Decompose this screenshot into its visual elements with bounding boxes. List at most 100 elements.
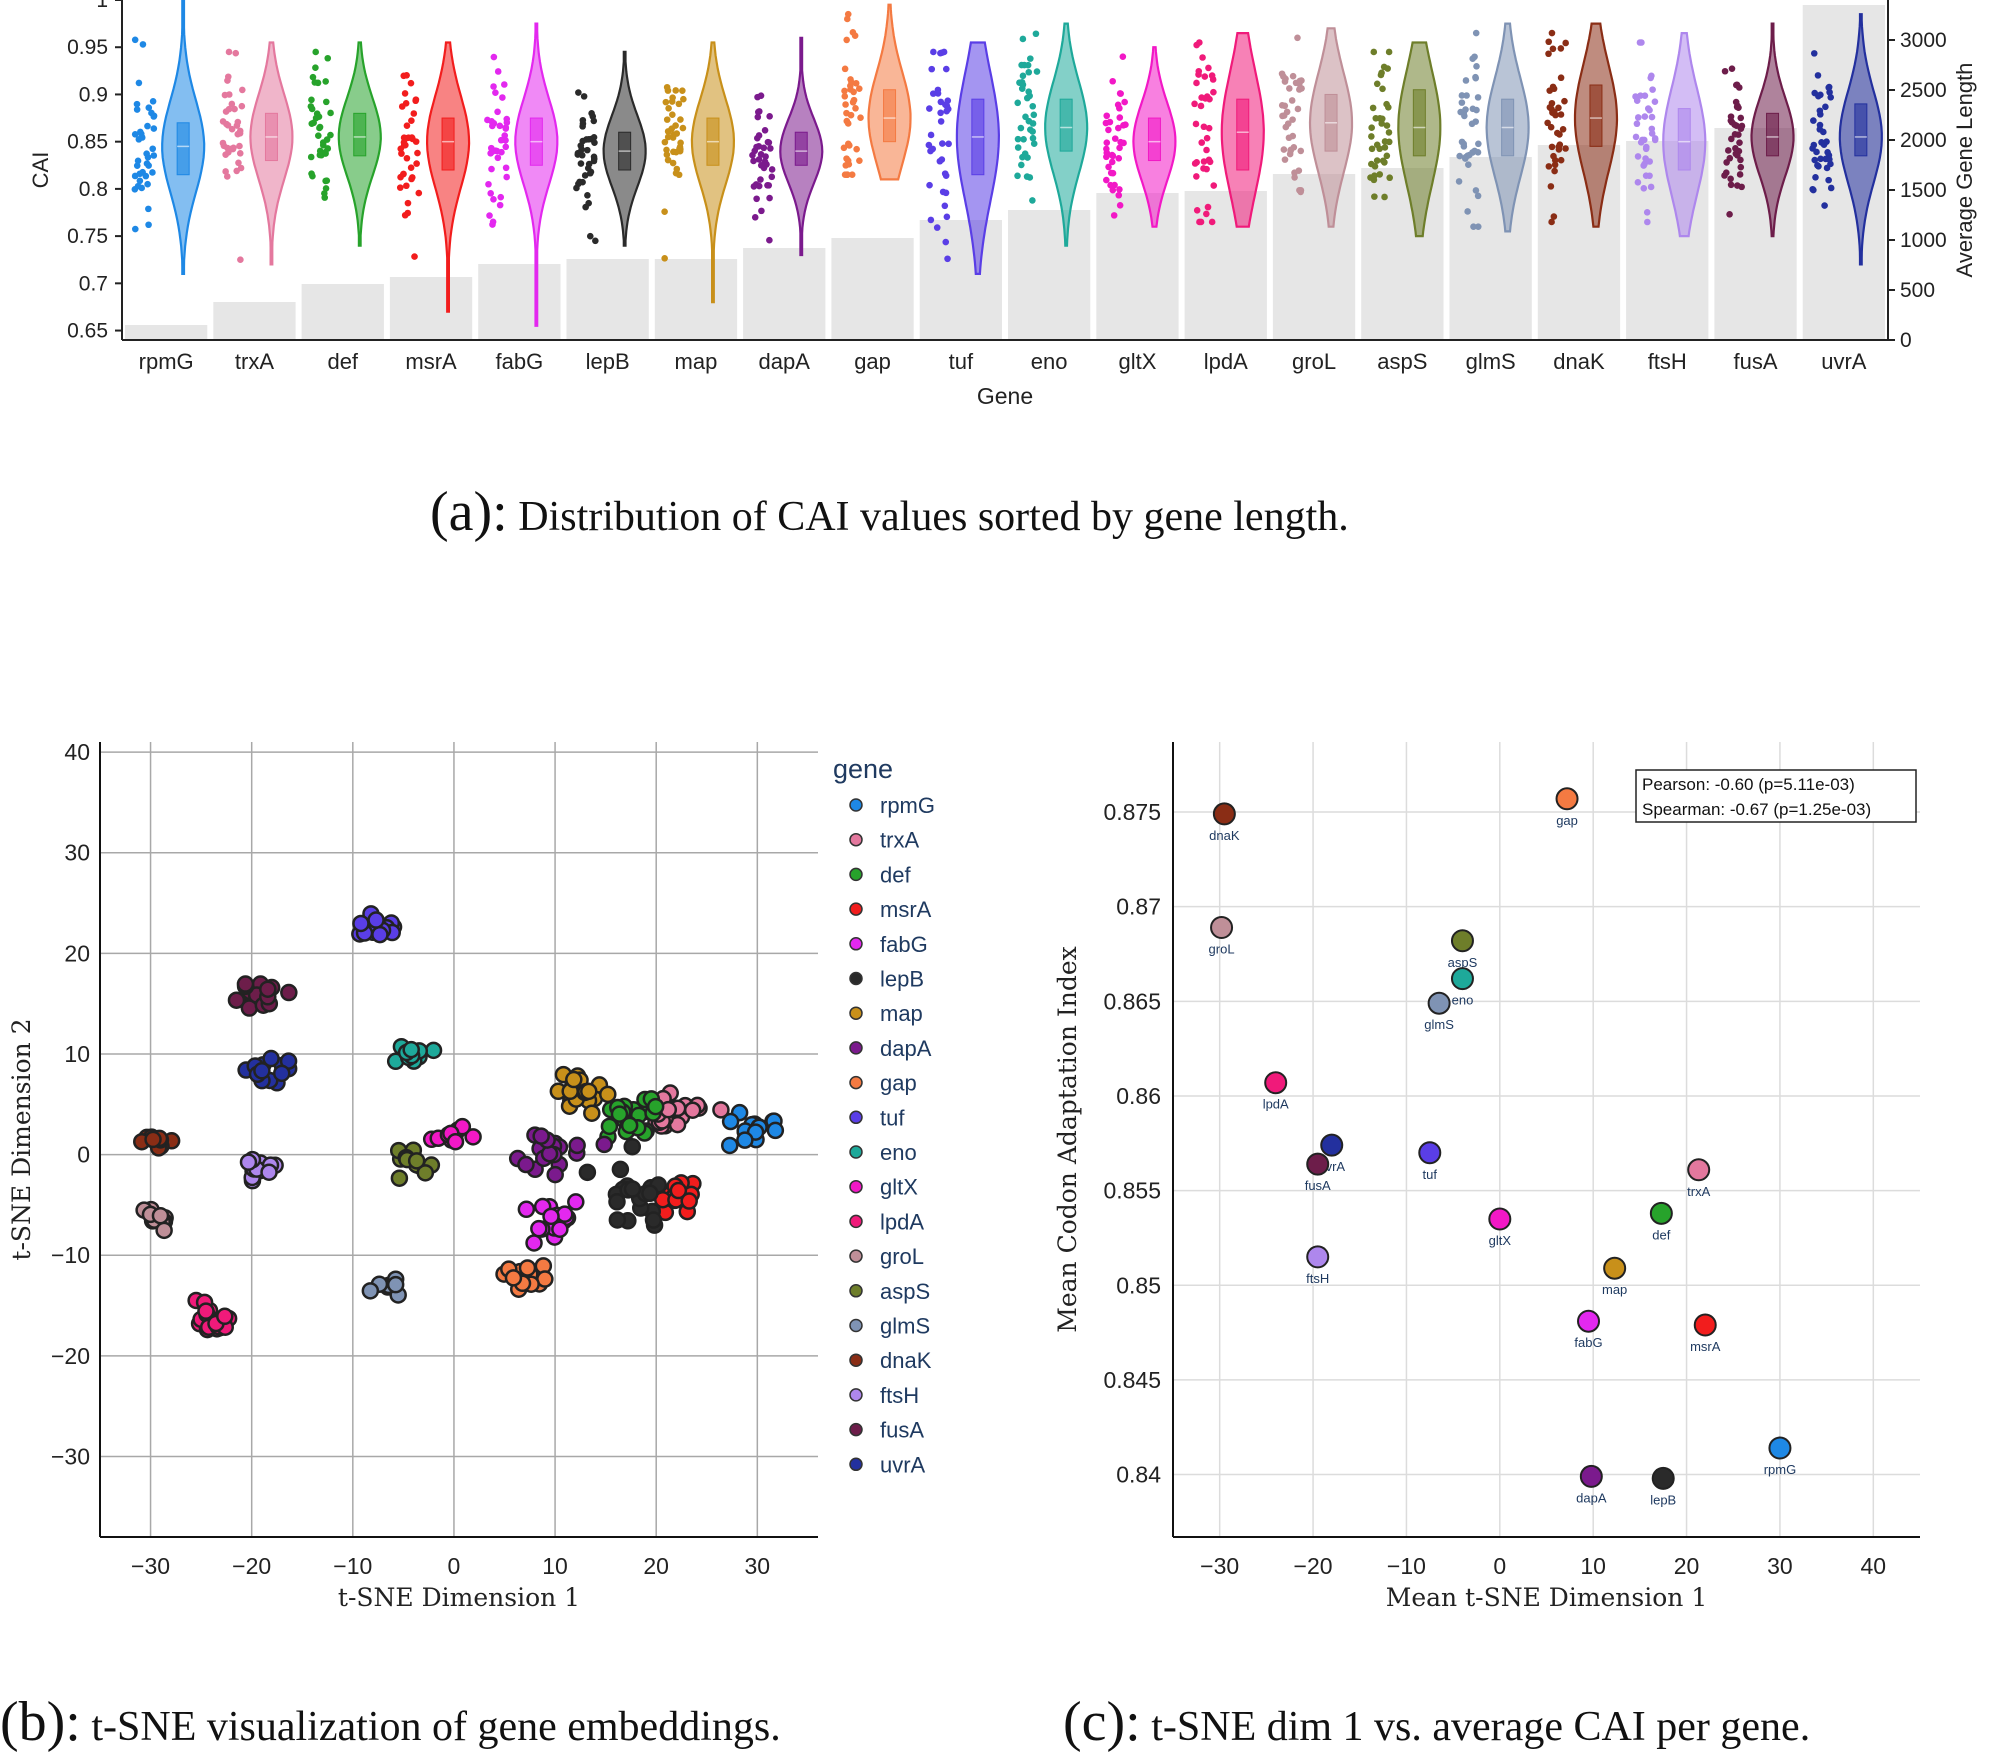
tsne-point-eno xyxy=(424,1041,443,1060)
point-label-ftsH: ftsH xyxy=(1306,1271,1329,1286)
cai-point-dapA xyxy=(757,176,764,183)
tsne-point-map xyxy=(599,1085,617,1104)
cai-point-fusA xyxy=(1731,130,1739,138)
cai-point-dnaK xyxy=(1548,99,1556,107)
cai-point-dnaK xyxy=(1562,145,1569,152)
cai-point-uvrA xyxy=(1810,117,1817,124)
cai-point-gap xyxy=(844,120,852,127)
legend-label-def: def xyxy=(880,862,911,887)
y2-tick-label: 2500 xyxy=(1900,79,1947,102)
cai-point-aspS xyxy=(1376,171,1384,178)
violin-fabG xyxy=(514,22,559,327)
x-tick-label: −10 xyxy=(333,1553,372,1579)
cai-point-rpmG xyxy=(149,145,157,153)
cai-point-lepB xyxy=(573,184,580,192)
cai-point-uvrA xyxy=(1827,184,1835,192)
cai-point-fabG xyxy=(501,81,508,88)
tsne-point-glmS xyxy=(386,1275,405,1294)
cai-point-def xyxy=(308,96,315,104)
legend-marker-lpdA xyxy=(849,1214,863,1229)
tsne-point-lpdA xyxy=(216,1307,234,1326)
cai-point-glmS xyxy=(1466,151,1473,159)
cai-point-uvrA xyxy=(1814,162,1821,169)
cai-point-dapA xyxy=(755,182,763,190)
tsne-point-aspS xyxy=(390,1169,409,1187)
cai-point-uvrA xyxy=(1825,176,1832,184)
cai-point-def xyxy=(324,54,332,62)
cai-point-gap xyxy=(846,142,853,149)
cai-point-msrA xyxy=(402,100,410,107)
cai-point-fabG xyxy=(501,132,509,139)
cai-point-lepB xyxy=(584,146,591,154)
cai-point-map xyxy=(663,116,671,123)
y-tick-label: 1 xyxy=(96,0,108,12)
cai-point-aspS xyxy=(1368,124,1375,132)
cai-point-def xyxy=(322,78,329,85)
tsne-point-lepB xyxy=(641,1184,659,1203)
tsne-point-uvrA xyxy=(272,1064,291,1083)
caption-b-text: t-SNE visualization of gene embeddings. xyxy=(91,1704,781,1750)
box-msrA xyxy=(441,117,455,171)
legend-label-dapA: dapA xyxy=(880,1036,932,1061)
cai-point-map xyxy=(665,105,672,112)
gene-length-bar-lepB xyxy=(566,259,649,340)
cai-point-eno xyxy=(1030,111,1038,119)
cai-point-dapA xyxy=(760,144,768,152)
cai-point-map xyxy=(669,111,676,118)
x-tick-label: 0 xyxy=(1493,1553,1506,1579)
x-tick-label: −30 xyxy=(131,1553,170,1579)
cai-point-def xyxy=(308,105,316,113)
tsne-point-lepB xyxy=(578,1163,597,1182)
x-tick-label-lpdA: lpdA xyxy=(1204,349,1248,374)
tsne-point-fabG xyxy=(525,1234,543,1252)
gene-length-bar-def xyxy=(301,284,384,340)
cai-point-lpdA xyxy=(1192,120,1200,128)
cai-point-rpmG xyxy=(144,180,151,188)
cai-point-trxA xyxy=(229,145,237,153)
cai-point-aspS xyxy=(1367,174,1374,181)
cai-point-rpmG xyxy=(139,41,147,48)
legend-marker-lepB xyxy=(849,971,863,986)
cai-point-glmS xyxy=(1469,105,1477,113)
cai-point-gap xyxy=(842,101,849,108)
cai-point-ftsH xyxy=(1644,218,1651,226)
cai-point-ftsH xyxy=(1633,120,1641,128)
cai-point-ftsH xyxy=(1651,98,1659,106)
gene-length-bar-gap xyxy=(831,238,914,340)
cai-point-groL xyxy=(1278,70,1286,78)
cai-point-rpmG xyxy=(150,113,158,120)
x-tick-label: 20 xyxy=(1674,1553,1700,1579)
cai-point-groL xyxy=(1296,186,1303,194)
y2-tick-label: 500 xyxy=(1900,279,1935,302)
cai-point-def xyxy=(307,153,315,161)
y-tick-label: 0.95 xyxy=(67,36,108,59)
y-tick-label: 0.75 xyxy=(67,225,108,248)
cai-point-tuf xyxy=(938,156,946,163)
point-label-dapA: dapA xyxy=(1576,1490,1607,1505)
cai-point-trxA xyxy=(233,167,240,175)
cai-point-eno xyxy=(1030,140,1038,148)
cai-point-trxA xyxy=(222,108,230,115)
tsne-point-rpmG xyxy=(766,1121,785,1140)
tsne-point-dapA xyxy=(517,1155,535,1174)
y-tick-label: 0.8 xyxy=(79,178,108,201)
cai-point-trxA xyxy=(225,48,233,56)
gene-length-bar-msrA xyxy=(389,277,473,340)
cai-point-map xyxy=(663,146,670,154)
cai-point-def xyxy=(312,64,319,72)
cai-point-aspS xyxy=(1373,157,1381,164)
tsne-point-lepB xyxy=(611,1160,630,1179)
box-gltX xyxy=(1147,117,1161,162)
cai-point-groL xyxy=(1296,77,1304,85)
cai-point-ftsH xyxy=(1641,113,1649,120)
cai-point-ftsH xyxy=(1639,136,1646,144)
x-tick-label: 30 xyxy=(1767,1553,1793,1579)
cai-point-gltX xyxy=(1111,135,1119,142)
cai-point-fabG xyxy=(494,108,501,116)
cai-point-dnaK xyxy=(1557,45,1565,52)
cai-point-fabG xyxy=(496,122,504,130)
cai-point-fabG xyxy=(499,94,506,101)
cai-point-eno xyxy=(1026,174,1034,181)
cai-point-gltX xyxy=(1119,53,1127,60)
tsne-point-uvrA xyxy=(253,1062,271,1080)
